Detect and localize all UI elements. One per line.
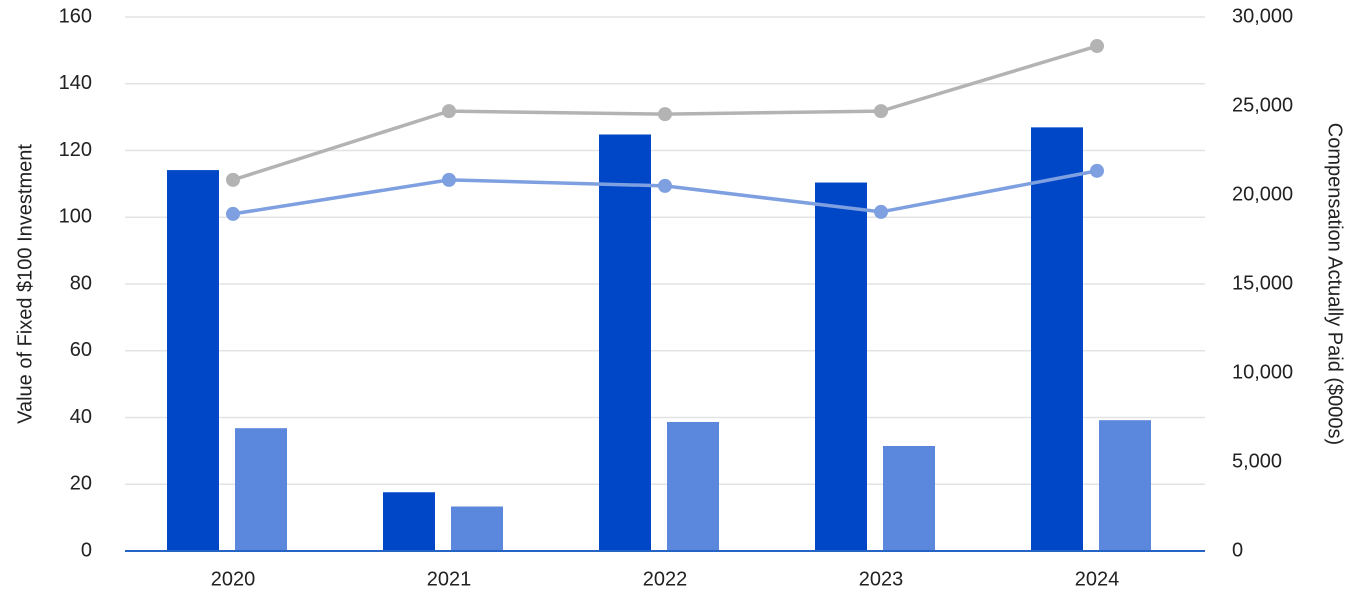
line-point (658, 107, 672, 122)
line-point (442, 104, 456, 119)
bar (883, 445, 935, 551)
bar (599, 134, 651, 552)
line-point (442, 172, 456, 187)
y2-tick-label: 30,000 (1232, 5, 1293, 27)
bar (1099, 420, 1151, 551)
y-tick-label: 60 (70, 339, 92, 361)
line-point (874, 104, 888, 119)
y2-tick-label: 0 (1232, 539, 1243, 561)
bar (451, 506, 503, 551)
y-tick-label: 80 (70, 272, 92, 294)
y2-tick-label: 20,000 (1232, 183, 1293, 205)
y-tick-label: 40 (70, 406, 92, 428)
line-point (1090, 163, 1104, 178)
y2-tick-label: 25,000 (1232, 94, 1293, 116)
line-point (1090, 39, 1104, 54)
y2-axis-title: Compensation Actually Paid ($000s) (1324, 123, 1346, 445)
y-tick-label: 0 (81, 539, 92, 561)
bar (235, 428, 287, 551)
y-tick-label: 140 (59, 72, 92, 94)
x-tick-label: 2024 (1075, 568, 1120, 590)
line-point (226, 206, 240, 221)
line-point (874, 204, 888, 219)
y2-tick-label: 5,000 (1232, 450, 1282, 472)
y2-tick-label: 15,000 (1232, 272, 1293, 294)
y-tick-label: 160 (59, 5, 92, 27)
bar (383, 492, 435, 551)
x-tick-label: 2022 (643, 568, 688, 590)
y-tick-label: 20 (70, 473, 92, 495)
y-tick-label: 120 (59, 139, 92, 161)
x-tick-label: 2023 (859, 568, 904, 590)
y-tick-label: 100 (59, 206, 92, 228)
bar (667, 421, 719, 551)
bar (1031, 127, 1083, 552)
bar (167, 170, 219, 551)
x-tick-label: 2020 (211, 568, 256, 590)
bar (815, 182, 867, 552)
y-axis-title: Value of Fixed $100 Investment (14, 144, 36, 424)
line-point (658, 178, 672, 193)
line-point (226, 172, 240, 187)
x-tick-label: 2021 (427, 568, 472, 590)
y2-tick-label: 10,000 (1232, 361, 1293, 383)
